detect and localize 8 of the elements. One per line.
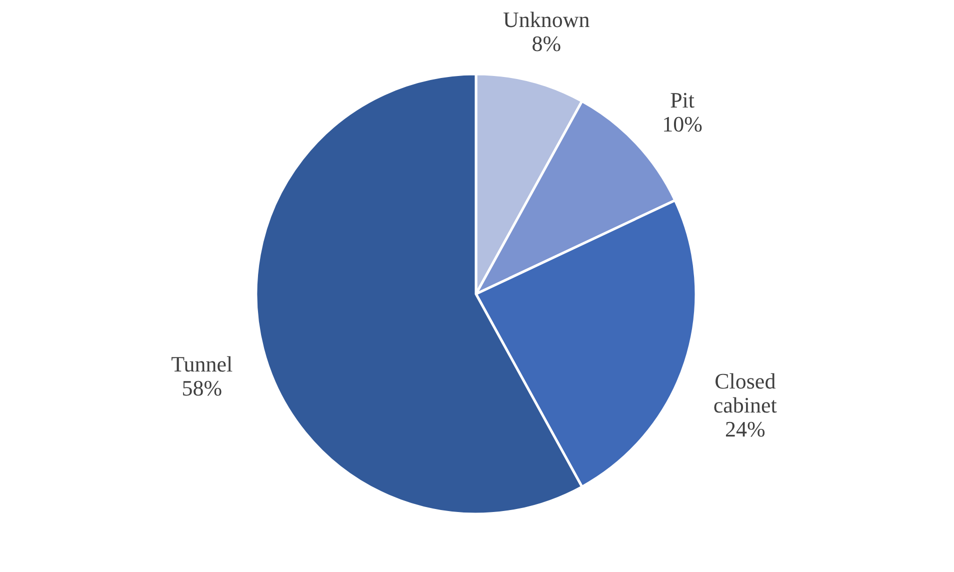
data-label: 24% xyxy=(724,416,766,442)
slice-label: Pit xyxy=(670,87,695,112)
data-label: 8% xyxy=(532,30,562,56)
slice-label: Closed cabinet xyxy=(713,368,777,418)
slice-label: Tunnel xyxy=(171,351,233,376)
slice-label: Unknown xyxy=(502,6,590,32)
data-label: 10% xyxy=(662,111,702,136)
data-label: 58% xyxy=(182,375,222,400)
